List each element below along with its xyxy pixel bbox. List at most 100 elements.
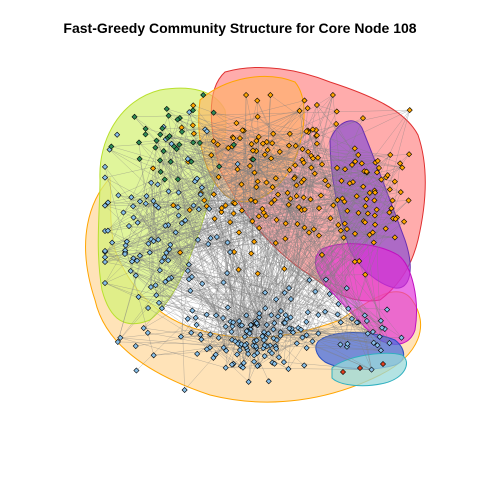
edge [109, 149, 210, 210]
node [312, 288, 319, 295]
edge [335, 123, 375, 191]
node [190, 139, 197, 146]
node [387, 151, 394, 158]
edge [280, 332, 374, 344]
edge [258, 242, 277, 318]
node [397, 160, 404, 167]
node [344, 340, 351, 347]
edge [250, 160, 378, 201]
edge [255, 180, 326, 202]
node [271, 320, 278, 327]
node [314, 154, 321, 161]
node [238, 181, 245, 188]
node [358, 160, 365, 167]
node [235, 266, 242, 273]
node [389, 197, 396, 204]
node [184, 267, 191, 274]
node [374, 342, 381, 349]
node [238, 322, 245, 329]
node [239, 364, 246, 371]
node [206, 205, 213, 212]
plot-title: Fast-Greedy Community Structure for Core… [63, 20, 417, 36]
node [132, 343, 139, 350]
node [148, 179, 155, 186]
node [318, 251, 326, 258]
node [104, 227, 111, 234]
edge [277, 157, 319, 195]
node [392, 215, 399, 222]
node [254, 349, 261, 357]
node [222, 323, 229, 330]
node [344, 207, 351, 214]
node [282, 220, 289, 227]
edge [120, 337, 226, 368]
edge [271, 314, 372, 370]
node [363, 196, 370, 203]
edge [231, 187, 257, 365]
node [334, 197, 341, 204]
node [213, 233, 220, 240]
node [243, 328, 250, 335]
edge [217, 144, 257, 152]
node [267, 91, 274, 99]
node [230, 319, 237, 326]
node [386, 340, 393, 347]
node [227, 219, 234, 226]
node [150, 238, 157, 245]
node [352, 158, 359, 165]
node [215, 334, 222, 341]
node [342, 166, 349, 173]
node [292, 162, 299, 169]
node [405, 197, 412, 204]
node [356, 258, 363, 265]
node [359, 115, 367, 122]
node [252, 343, 259, 350]
node [228, 361, 235, 368]
edge [138, 142, 157, 296]
edge [251, 159, 323, 256]
node [306, 277, 313, 284]
node [277, 332, 284, 339]
node [363, 317, 370, 324]
node [254, 113, 261, 120]
node [371, 197, 378, 204]
edge [176, 148, 188, 160]
node [150, 197, 157, 204]
edge [346, 228, 373, 233]
edge [130, 270, 249, 382]
node [223, 347, 230, 354]
node [157, 131, 164, 138]
node [161, 254, 168, 261]
node [241, 342, 248, 349]
node [386, 209, 393, 216]
edge [272, 94, 334, 363]
node [152, 144, 159, 151]
edge [155, 147, 224, 283]
edge [257, 181, 378, 346]
edge [117, 100, 305, 343]
edge [295, 109, 410, 166]
node [399, 164, 406, 171]
node [313, 140, 320, 147]
node [265, 378, 272, 385]
node [236, 347, 243, 354]
node [190, 202, 197, 209]
edge [168, 135, 317, 226]
edge [104, 176, 219, 252]
node [203, 128, 210, 135]
edge [169, 135, 367, 200]
node [337, 319, 344, 326]
node [271, 196, 278, 203]
node [178, 220, 185, 227]
node [185, 276, 192, 283]
node [373, 169, 381, 176]
node [291, 175, 298, 182]
edge [239, 94, 247, 351]
node [261, 151, 268, 158]
node [255, 133, 262, 140]
node [146, 249, 153, 256]
edge [155, 130, 244, 206]
edge [226, 170, 365, 274]
edge [266, 118, 364, 347]
node [296, 107, 303, 114]
